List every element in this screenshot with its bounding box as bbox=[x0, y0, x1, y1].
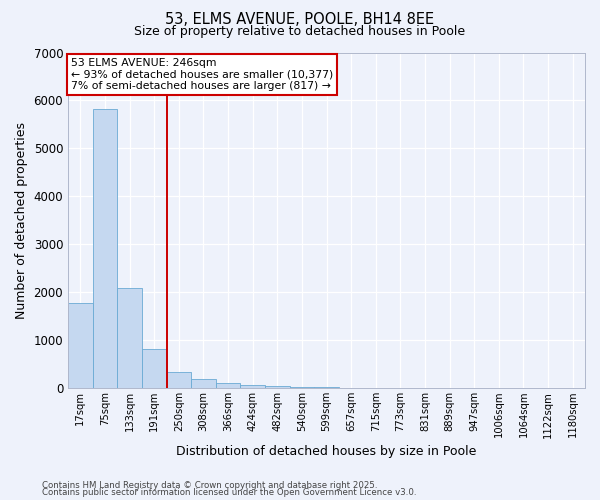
Text: Contains HM Land Registry data © Crown copyright and database right 2025.: Contains HM Land Registry data © Crown c… bbox=[42, 480, 377, 490]
Bar bbox=[92, 109, 117, 388]
Text: Contains public sector information licensed under the Open Government Licence v3: Contains public sector information licen… bbox=[42, 488, 416, 497]
Text: 53, ELMS AVENUE, POOLE, BH14 8EE: 53, ELMS AVENUE, POOLE, BH14 8EE bbox=[166, 12, 434, 28]
Bar bbox=[265, 386, 290, 388]
Bar bbox=[314, 387, 339, 388]
Text: Size of property relative to detached houses in Poole: Size of property relative to detached ho… bbox=[134, 25, 466, 38]
Bar bbox=[117, 288, 142, 388]
Bar bbox=[216, 383, 241, 388]
X-axis label: Distribution of detached houses by size in Poole: Distribution of detached houses by size … bbox=[176, 444, 477, 458]
Bar bbox=[142, 348, 167, 388]
Bar bbox=[167, 372, 191, 388]
Bar bbox=[241, 384, 265, 388]
Y-axis label: Number of detached properties: Number of detached properties bbox=[15, 122, 28, 319]
Text: 53 ELMS AVENUE: 246sqm
← 93% of detached houses are smaller (10,377)
7% of semi-: 53 ELMS AVENUE: 246sqm ← 93% of detached… bbox=[71, 58, 333, 90]
Bar bbox=[68, 302, 92, 388]
Bar bbox=[191, 379, 216, 388]
Bar bbox=[290, 386, 314, 388]
